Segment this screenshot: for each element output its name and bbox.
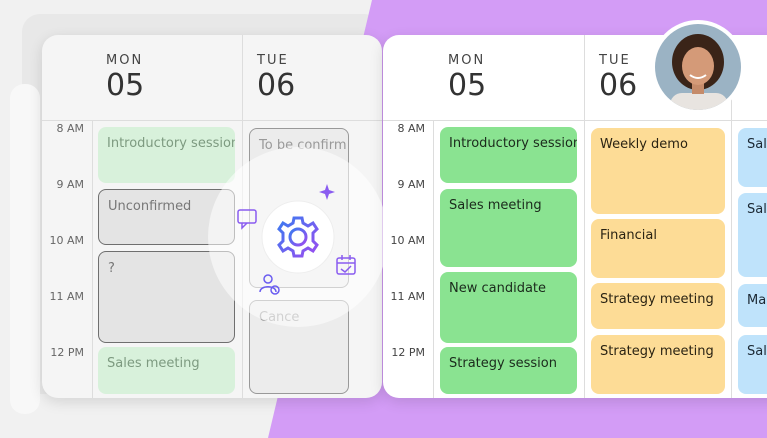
date: 06 <box>599 68 638 103</box>
time-label: 12 PM <box>50 346 84 359</box>
weekday: TUE <box>599 53 631 68</box>
time-label: 8 AM <box>56 122 84 135</box>
event: Sale <box>738 335 767 394</box>
time-label: 10 AM <box>49 234 84 247</box>
weekday: MON <box>106 53 144 68</box>
weekday: TUE <box>257 53 289 68</box>
event: Sale <box>738 193 767 277</box>
calendar-icon <box>336 255 356 275</box>
time-label: 11 AM <box>49 290 84 303</box>
event: Sale <box>738 128 767 187</box>
column-divider <box>584 35 585 398</box>
column-divider <box>92 120 93 398</box>
avatar <box>651 20 745 114</box>
time-label: 10 AM <box>390 234 425 247</box>
time-label: 9 AM <box>56 178 84 191</box>
chat-icon <box>237 209 257 230</box>
date: 05 <box>106 68 145 103</box>
time-label: 9 AM <box>397 178 425 191</box>
event: Financial <box>591 219 725 278</box>
event: Weekly demo <box>591 128 725 214</box>
date: 05 <box>448 68 487 103</box>
time-label: 12 PM <box>391 346 425 359</box>
event: Introductory session <box>98 127 235 183</box>
user-icon <box>259 274 280 295</box>
back-card <box>10 84 40 414</box>
event: Sales meeting <box>440 189 577 267</box>
gear-icon <box>277 216 319 258</box>
event: New candidate <box>440 272 577 343</box>
event: Ma <box>738 284 767 327</box>
header-divider <box>42 120 382 121</box>
column-divider <box>731 35 732 398</box>
event: Strategy meeting <box>591 335 725 394</box>
column-divider <box>433 120 434 398</box>
gear-bg <box>261 200 335 274</box>
date: 06 <box>257 68 296 103</box>
event: Sales meeting <box>98 347 235 394</box>
event: Introductory session <box>440 127 577 183</box>
settings-overlay <box>208 147 388 327</box>
time-label: 11 AM <box>390 290 425 303</box>
sparkle-icon <box>319 184 335 200</box>
event: Strategy session <box>440 347 577 394</box>
right-calendar: 8 AM 9 AM 10 AM 11 AM 12 PM MON 05 Introductory… <box>383 35 767 398</box>
event: ? <box>98 251 235 343</box>
header-divider <box>383 120 767 121</box>
time-label: 8 AM <box>397 122 425 135</box>
event: Strategy meeting <box>591 283 725 329</box>
weekday: MON <box>448 53 486 68</box>
